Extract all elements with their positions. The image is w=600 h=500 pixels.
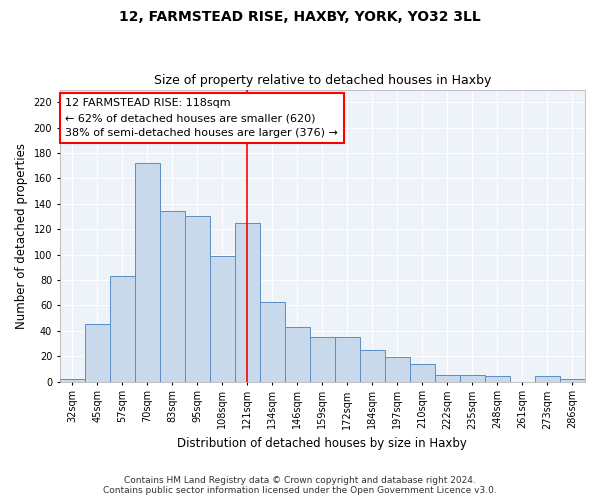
Bar (160, 212, 185, 382)
Bar (135, 163, 160, 382)
Bar (535, 376, 560, 382)
Text: 12, FARMSTEAD RISE, HAXBY, YORK, YO32 3LL: 12, FARMSTEAD RISE, HAXBY, YORK, YO32 3L… (119, 10, 481, 24)
Bar (185, 216, 210, 382)
Bar (60, 379, 85, 382)
Bar (310, 337, 335, 382)
Bar (285, 327, 310, 382)
Bar (560, 379, 585, 382)
Bar (360, 350, 385, 382)
Bar (460, 375, 485, 382)
Text: Contains HM Land Registry data © Crown copyright and database right 2024.
Contai: Contains HM Land Registry data © Crown c… (103, 476, 497, 495)
Bar (435, 375, 460, 382)
X-axis label: Distribution of detached houses by size in Haxby: Distribution of detached houses by size … (178, 437, 467, 450)
Bar (210, 256, 235, 382)
Title: Size of property relative to detached houses in Haxby: Size of property relative to detached ho… (154, 74, 491, 87)
Bar (110, 276, 135, 382)
Bar (485, 376, 510, 382)
Bar (385, 358, 410, 382)
Bar (260, 302, 285, 382)
Bar (335, 337, 360, 382)
Bar (410, 364, 435, 382)
Bar (235, 223, 260, 382)
Y-axis label: Number of detached properties: Number of detached properties (15, 142, 28, 328)
Text: 12 FARMSTEAD RISE: 118sqm
← 62% of detached houses are smaller (620)
38% of semi: 12 FARMSTEAD RISE: 118sqm ← 62% of detac… (65, 98, 338, 138)
Bar (85, 324, 110, 382)
